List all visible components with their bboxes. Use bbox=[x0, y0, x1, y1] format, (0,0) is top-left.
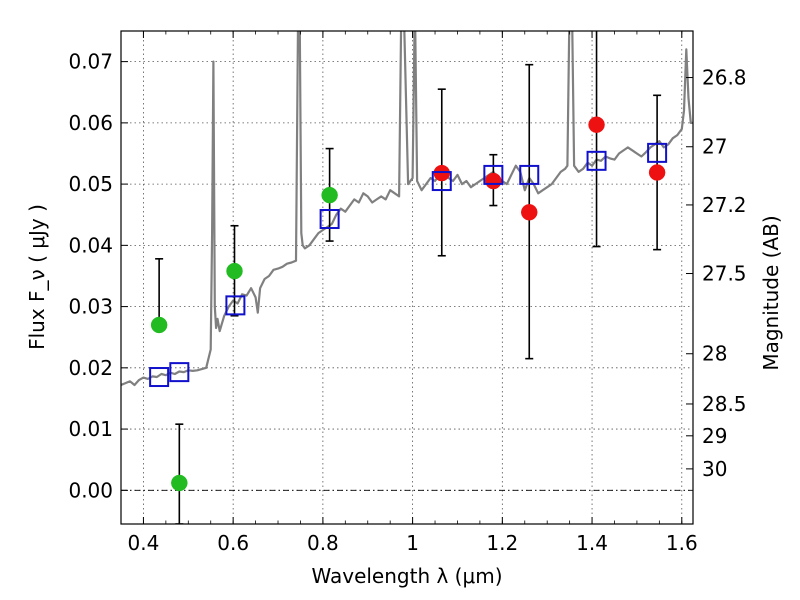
green-data-point bbox=[321, 186, 338, 204]
model-photometry-square bbox=[169, 362, 190, 383]
red-data-point bbox=[588, 116, 605, 133]
model-photometry-square bbox=[225, 295, 246, 316]
model-photometry-square bbox=[647, 142, 668, 163]
tick-layer: 0.4 0.6 0.8 1 1.2 1.4 1.6 0.00 0.01 0.02 0.03 0.04 0… bbox=[68, 31, 747, 555]
model-sed-layer bbox=[121, 31, 693, 387]
right-tick-label: 28.5 bbox=[702, 392, 747, 416]
y-tick-label: 0.01 bbox=[68, 417, 113, 441]
y-tick-label: 0.07 bbox=[68, 50, 113, 74]
x-tick-label: 1.4 bbox=[576, 531, 608, 555]
red-data-point bbox=[433, 164, 451, 182]
model-photometry-square bbox=[586, 150, 607, 171]
green-data-point bbox=[171, 474, 188, 492]
model-photometry-square bbox=[483, 164, 504, 185]
right-tick-label: 29 bbox=[702, 424, 727, 448]
x-tick-label: 0.4 bbox=[128, 531, 160, 555]
x-tick-label: 0.6 bbox=[217, 531, 249, 555]
x-axis-title: Wavelength λ (μm) bbox=[311, 564, 502, 588]
red-data-point bbox=[648, 164, 666, 181]
right-tick-label: 27.2 bbox=[702, 193, 747, 217]
model-sed-line bbox=[121, 31, 693, 387]
y-tick-label: 0.04 bbox=[68, 233, 113, 257]
green-data-point bbox=[226, 262, 243, 280]
model-photometry-square bbox=[319, 209, 340, 230]
y-tick-label: 0.00 bbox=[68, 478, 113, 502]
right-tick-label: 30 bbox=[702, 457, 727, 481]
green-data-point bbox=[150, 316, 168, 334]
y-tick-label: 0.02 bbox=[68, 356, 113, 380]
x-tick-label: 1.2 bbox=[486, 531, 518, 555]
model-photometry-square bbox=[431, 171, 452, 192]
x-tick-label: 1 bbox=[406, 531, 419, 555]
y-axis-title: Flux F_ν ( μJy ) bbox=[25, 204, 49, 350]
y-tick-label: 0.05 bbox=[68, 172, 113, 196]
right-tick-label: 28 bbox=[702, 342, 727, 366]
red-data-point bbox=[485, 172, 502, 190]
model-photometry-square bbox=[149, 367, 170, 388]
y-axis-right-title: Magnitude (AB) bbox=[759, 215, 783, 370]
red-data-point bbox=[521, 204, 538, 221]
right-tick-label: 27 bbox=[702, 135, 727, 159]
y-tick-label: 0.03 bbox=[68, 295, 113, 319]
plot-frame bbox=[120, 30, 694, 525]
right-tick-label: 26.8 bbox=[702, 66, 747, 90]
right-tick-label: 27.5 bbox=[702, 262, 747, 286]
x-tick-label: 0.8 bbox=[307, 531, 339, 555]
y-tick-label: 0.06 bbox=[68, 111, 113, 135]
x-tick-label: 1.6 bbox=[666, 531, 698, 555]
model-photometry-square bbox=[519, 164, 540, 185]
marker-layer bbox=[149, 116, 668, 492]
